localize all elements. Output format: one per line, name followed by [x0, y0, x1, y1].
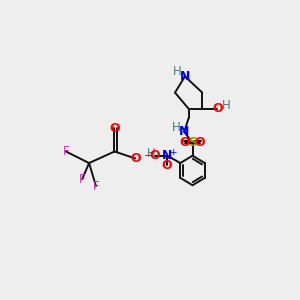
Text: O: O: [150, 149, 160, 162]
Text: S: S: [188, 136, 197, 149]
Text: O: O: [109, 122, 120, 135]
Text: H: H: [172, 65, 181, 78]
Text: F: F: [79, 173, 86, 186]
Text: F: F: [93, 180, 99, 193]
Text: −: −: [144, 151, 154, 161]
Text: O: O: [212, 102, 223, 115]
Text: N: N: [179, 125, 189, 138]
Text: H: H: [222, 99, 231, 112]
Text: O: O: [180, 136, 190, 149]
Text: F: F: [63, 145, 69, 158]
Text: O: O: [195, 136, 206, 149]
Text: H: H: [172, 122, 180, 134]
Text: O: O: [130, 152, 141, 165]
Text: +: +: [169, 148, 176, 157]
Text: O: O: [162, 159, 172, 172]
Text: H: H: [147, 147, 156, 160]
Text: N: N: [180, 70, 190, 83]
Text: N: N: [162, 149, 172, 162]
